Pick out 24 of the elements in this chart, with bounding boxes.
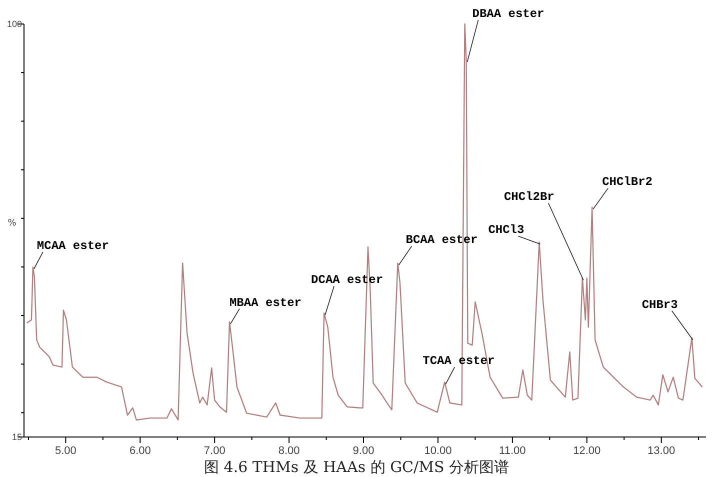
x-tick-label: 7.00 <box>204 444 226 457</box>
x-tick-label: 8.00 <box>278 444 300 457</box>
annotation: MBAA ester <box>229 296 302 310</box>
y-tick-label: 100 <box>6 18 22 29</box>
x-tick-label: 11.00 <box>499 444 526 457</box>
annotation: CHClBr2 <box>602 175 653 190</box>
x-tick-label: 13.00 <box>648 444 676 457</box>
annotation: DBAA ester <box>472 6 544 21</box>
y-tick-label: 15 <box>12 432 22 442</box>
x-tick-label: 6.00 <box>129 444 151 457</box>
line-series <box>26 23 703 421</box>
annotation: TCAA ester <box>422 354 495 368</box>
caption: 图 4.6 THMs 及 HAAs 的 GC/MS 分析图谱 <box>204 458 509 476</box>
annotation: CHCl2Br <box>504 190 554 204</box>
x-tick-label: 10.00 <box>424 444 452 457</box>
annotation: CHBr3 <box>642 298 678 312</box>
x-tick-label: 9.00 <box>352 444 374 457</box>
y-axis-title: % <box>8 218 17 228</box>
annotation: BCAA ester <box>406 233 478 248</box>
x-tick-label: 12.00 <box>573 444 601 457</box>
x-tick-label: 5.00 <box>54 444 76 457</box>
annotation: CHCl3 <box>488 223 524 238</box>
annotation: MCAA ester <box>36 238 109 253</box>
annotation: DCAA ester <box>311 273 384 288</box>
